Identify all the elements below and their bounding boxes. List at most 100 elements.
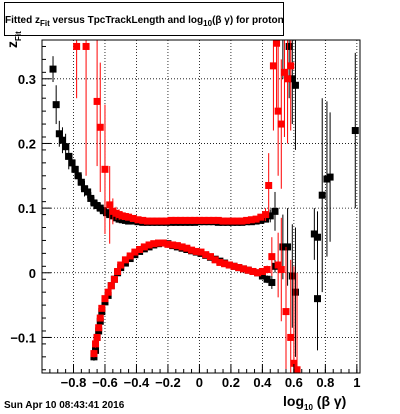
y-axis-label: zFit xyxy=(4,31,23,48)
data-point xyxy=(214,216,222,224)
data-point xyxy=(263,266,271,274)
x-axis-label: log10 (β γ) xyxy=(283,393,347,412)
data-point xyxy=(224,217,232,225)
data-point xyxy=(216,258,224,266)
x-tick-label: 0 xyxy=(196,375,203,390)
series-black xyxy=(49,40,359,361)
data-point xyxy=(178,243,186,251)
x-tick-label: −0.4 xyxy=(124,375,150,390)
x-tick-label: −0.8 xyxy=(61,375,87,390)
data-point xyxy=(96,314,104,322)
data-point xyxy=(110,275,118,283)
data-point xyxy=(291,81,299,89)
data-point xyxy=(266,212,274,220)
data-point xyxy=(279,243,287,251)
data-point xyxy=(233,217,241,225)
data-point xyxy=(77,178,85,186)
data-point xyxy=(195,216,203,224)
data-point xyxy=(285,42,293,50)
data-point xyxy=(202,251,210,259)
data-point xyxy=(271,207,279,215)
data-point xyxy=(205,216,213,224)
x-tick-label: 0.4 xyxy=(253,375,272,390)
data-point xyxy=(265,181,273,189)
data-point xyxy=(183,244,191,252)
data-point xyxy=(169,241,177,249)
y-tick-label: 0.3 xyxy=(18,72,36,87)
data-point xyxy=(96,123,104,131)
data-point xyxy=(158,217,166,225)
x-tick-label: 0.6 xyxy=(285,375,303,390)
data-point xyxy=(93,97,101,105)
data-point xyxy=(268,253,276,261)
data-point xyxy=(277,266,285,274)
data-point xyxy=(87,194,95,202)
data-point xyxy=(252,215,260,223)
data-point xyxy=(235,264,243,272)
data-point xyxy=(326,173,334,181)
data-point xyxy=(131,248,139,256)
data-point xyxy=(263,275,271,283)
timestamp: Sun Apr 10 08:43:41 2016 xyxy=(4,400,125,411)
data-point xyxy=(126,252,134,260)
data-point xyxy=(288,272,296,280)
data-point xyxy=(95,324,103,332)
data-point xyxy=(274,261,282,269)
data-point xyxy=(92,340,100,348)
data-point xyxy=(71,165,79,173)
data-point xyxy=(145,241,153,249)
data-point xyxy=(84,188,92,196)
data-point xyxy=(82,42,90,50)
x-tick-label: −0.6 xyxy=(92,375,118,390)
data-point xyxy=(150,240,158,248)
data-point xyxy=(121,256,129,264)
data-point xyxy=(134,216,142,224)
data-point xyxy=(244,266,252,274)
data-point xyxy=(148,217,156,225)
grid-lines xyxy=(42,40,360,373)
data-point xyxy=(206,253,214,261)
data-point xyxy=(181,216,189,224)
y-tick-label: −0.1 xyxy=(10,330,36,345)
data-point xyxy=(257,213,265,221)
y-tick-label: 0.2 xyxy=(18,136,36,151)
data-point xyxy=(219,217,227,225)
data-point xyxy=(268,278,276,286)
plot-frame xyxy=(41,39,361,374)
data-point xyxy=(313,233,321,241)
data-point xyxy=(273,39,281,47)
data-point xyxy=(230,262,238,270)
data-point xyxy=(136,245,144,253)
data-point xyxy=(288,75,296,83)
data-point xyxy=(140,243,148,251)
y-tick-label: 0 xyxy=(29,266,36,281)
data-point xyxy=(186,216,194,224)
data-point xyxy=(188,246,196,254)
data-point xyxy=(240,265,248,273)
data-point xyxy=(93,333,101,341)
data-point xyxy=(129,214,137,222)
data-point xyxy=(104,288,112,296)
x-tick-label: 1 xyxy=(353,375,360,390)
x-tick-label: −0.2 xyxy=(155,375,181,390)
data-point xyxy=(164,240,172,248)
data-point xyxy=(101,295,109,303)
data-point xyxy=(68,159,76,167)
data-point xyxy=(49,65,57,73)
data-point xyxy=(58,136,66,144)
data-point xyxy=(277,120,285,128)
data-point xyxy=(192,247,200,255)
data-point xyxy=(90,350,98,358)
data-point xyxy=(153,217,161,225)
data-point xyxy=(318,191,326,199)
data-point xyxy=(249,267,257,275)
data-point xyxy=(52,101,60,109)
data-point xyxy=(243,216,251,224)
data-point xyxy=(125,217,133,225)
data-point xyxy=(228,217,236,225)
data-point xyxy=(159,239,167,247)
data-point xyxy=(258,267,266,275)
data-point xyxy=(247,216,255,224)
y-tick-label: 0.1 xyxy=(18,201,36,216)
data-point xyxy=(62,143,70,151)
